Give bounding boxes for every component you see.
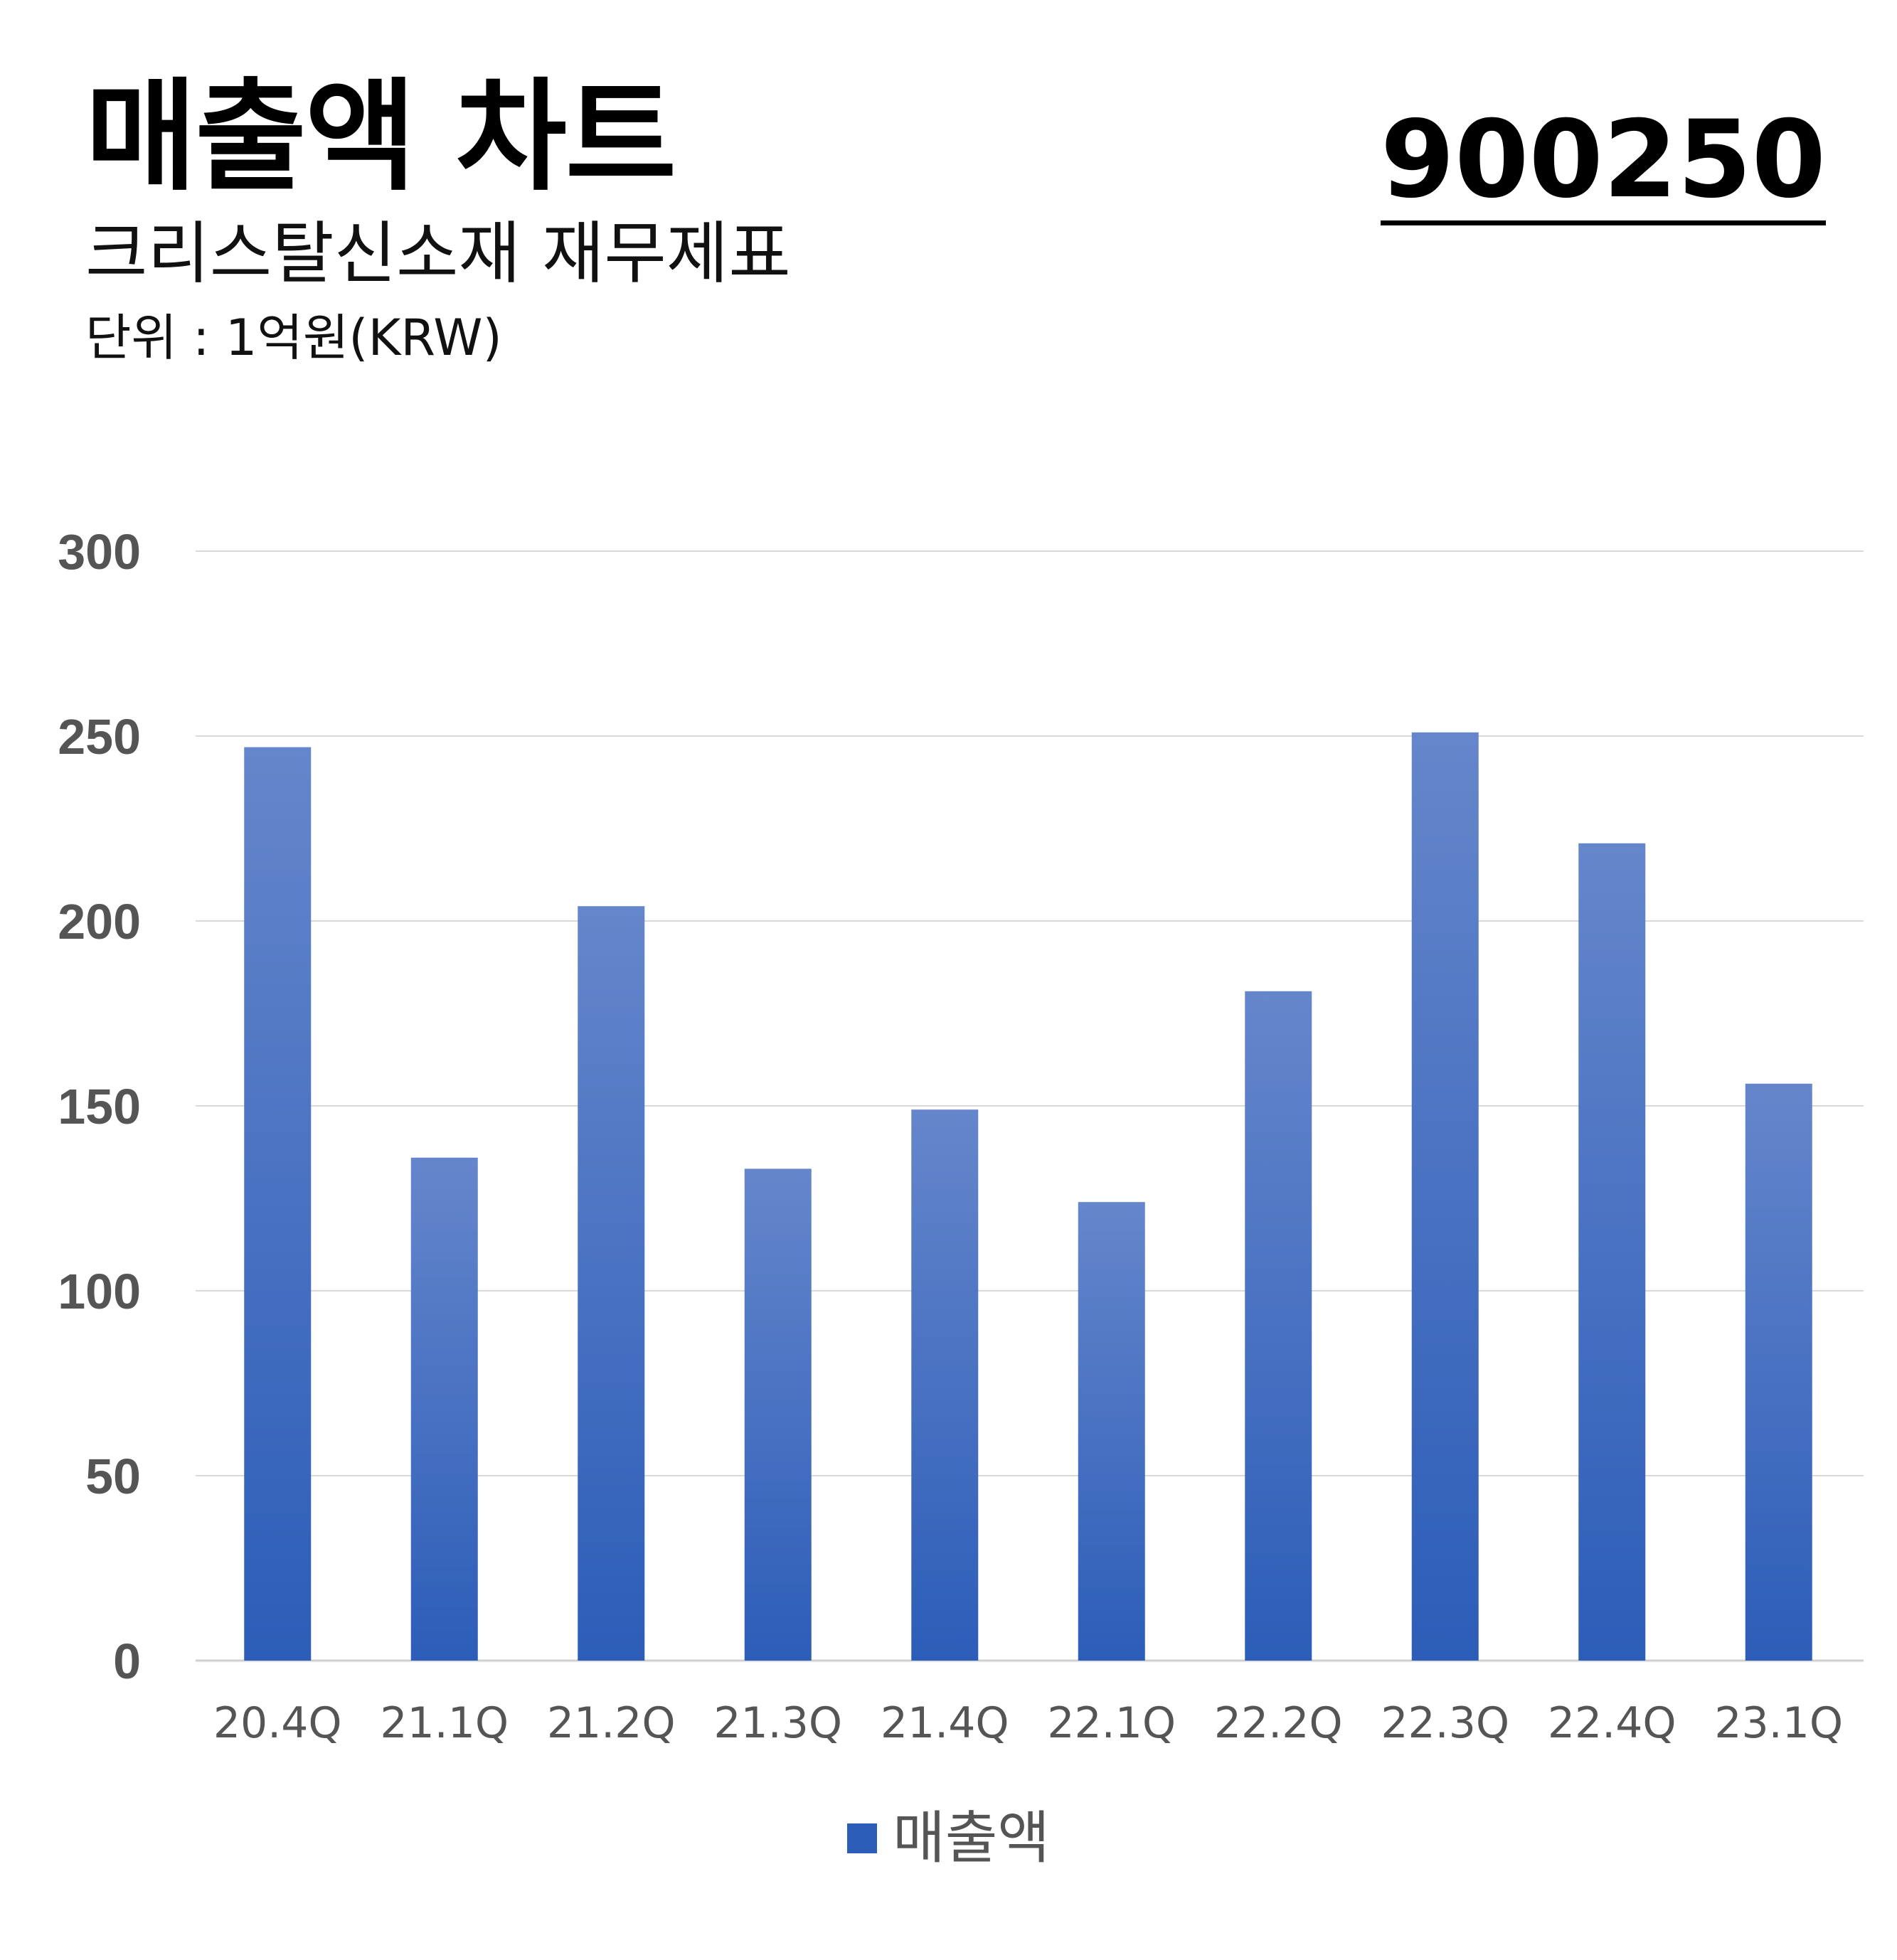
x-tick-label: 22.2Q: [1214, 1698, 1343, 1748]
bars: [244, 732, 1812, 1661]
x-tick-label: 21.2Q: [547, 1698, 676, 1748]
bar-21.1Q: [410, 1157, 478, 1661]
legend-swatch: [847, 1823, 878, 1853]
x-tick-label: 21.3Q: [713, 1698, 842, 1748]
x-tick-label: 22.3Q: [1381, 1698, 1509, 1748]
x-tick-label: 22.1Q: [1047, 1698, 1176, 1748]
bar-22.4Q: [1578, 843, 1646, 1661]
x-tick-label: 21.4Q: [881, 1698, 1009, 1748]
y-axis-ticks: 0 50 100 150 200 250 300: [58, 524, 141, 1689]
y-tick-label: 150: [58, 1079, 141, 1134]
bar-21.3Q: [744, 1168, 812, 1661]
y-tick-label: 250: [58, 709, 141, 765]
bar-23.1Q: [1745, 1083, 1812, 1661]
unit-label: 단위 : 1억원(KRW): [85, 309, 502, 367]
bar-21.4Q: [911, 1109, 979, 1661]
y-tick-label: 200: [58, 894, 141, 949]
bar-22.2Q: [1245, 991, 1312, 1661]
bar-22.1Q: [1078, 1202, 1145, 1661]
y-tick-label: 0: [113, 1634, 141, 1689]
bar-22.3Q: [1411, 732, 1479, 1661]
bar-20.4Q: [244, 747, 312, 1661]
chart-title: 매출액 차트: [85, 67, 676, 208]
legend-label: 매출액: [893, 1805, 1050, 1871]
x-tick-label: 22.4Q: [1548, 1698, 1677, 1748]
y-tick-label: 100: [58, 1264, 141, 1319]
bar-21.2Q: [578, 906, 645, 1661]
x-tick-label: 23.1Q: [1714, 1698, 1843, 1748]
stock-code: 900250: [1380, 107, 1826, 225]
y-tick-label: 300: [58, 524, 141, 580]
chart-subtitle: 크리스탈신소재 재무제표: [85, 215, 791, 293]
legend: 매출액: [0, 1810, 1897, 1867]
x-tick-label: 20.4Q: [213, 1698, 342, 1748]
y-tick-label: 50: [85, 1449, 141, 1504]
x-tick-label: 21.1Q: [380, 1698, 509, 1748]
x-axis-ticks: 20.4Q 21.1Q 21.2Q 21.3Q 21.4Q 22.1Q 22.2Q 22.3Q…: [213, 1698, 1843, 1748]
